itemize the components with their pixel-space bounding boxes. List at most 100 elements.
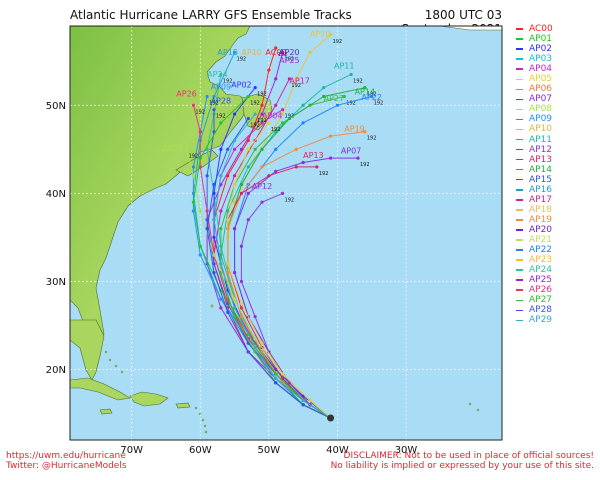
legend-item: AP28 [516,305,553,315]
forecast-hour-label: 192 [353,78,363,84]
member-label-ap17: AP17 [289,76,309,85]
azores-island [476,408,480,412]
track-point [308,50,312,55]
legend-item: AP03 [516,54,553,64]
legend-swatch [516,148,523,151]
track-point [322,94,326,99]
lon-tick-label: 60W [189,445,212,456]
track-point [198,253,202,257]
legend-swatch [516,259,523,261]
legend-item: AP15 [516,175,553,185]
track-point [253,86,257,90]
track-point [226,262,230,266]
forecast-hour-label: 192 [291,83,301,89]
track-point [315,165,319,169]
lon-tick-label: 30W [395,445,418,456]
legend-item: AP06 [516,84,553,94]
track-point [274,372,278,376]
track-point [212,182,216,187]
track-ap15 [206,118,331,419]
source-url[interactable]: https://uwm.edu/hurricane [6,451,126,461]
track-point [287,77,292,81]
member-label-ap10: AP10 [241,48,261,57]
track-point [219,147,223,151]
track-point [226,147,230,151]
member-label-ap13: AP13 [303,151,323,160]
track-point [246,218,250,222]
member-label-ap28: AP28 [211,97,231,106]
legend-label: AP20 [529,224,553,235]
legend-label: AP24 [529,265,553,276]
track-point [219,72,223,77]
lon-tick-label: 40W [326,445,349,456]
ensemble-legend: AC00 AP01 AP02 AP03 AP04 AP05 AP06 AP07 AP08 AP09… [516,24,553,325]
track-point [260,147,264,151]
legend-swatch [516,279,523,281]
track-point [226,174,230,178]
member-label-ap09: AP09 [211,82,231,91]
member-label-ap25: AP25 [279,56,299,65]
track-point [308,398,312,402]
track-point [301,160,305,165]
member-label-ap20: AP20 [310,30,330,39]
member-label-ap27: AP27 [324,94,344,103]
track-point [363,86,367,90]
legend-swatch [516,108,523,111]
plot-frame [69,25,503,441]
legend-label: AP23 [529,255,553,266]
track-point [219,209,223,213]
lon-tick-label: 70W [120,445,143,456]
track-point [301,403,305,407]
track-point [198,130,202,134]
track-point [260,165,264,169]
legend-label: AP22 [529,245,553,256]
forecast-hour-label: 192 [250,100,260,106]
member-label-ap22: AP22 [361,93,381,102]
legend-swatch [516,189,523,191]
track-point [191,165,196,169]
legend-label: AP04 [529,64,553,75]
track-point [294,165,298,169]
track-point [205,174,209,178]
track-point [280,112,285,116]
track-point [335,103,340,107]
track-point [232,112,237,116]
legend-item: AP20 [516,225,553,235]
legend-item: AC00 [516,24,553,34]
member-label-ap19: AP19 [344,125,364,134]
lat-tick-label: 40N [46,189,66,200]
track-point [232,182,237,187]
forecast-hour-label: 192 [333,39,343,45]
legend-swatch [516,158,523,161]
track-point [370,94,374,99]
track-ap05 [227,122,331,419]
track-point [301,398,305,402]
legend-swatch [516,229,523,231]
forecast-hour-label: 192 [257,92,267,98]
lon-tick-label: 50W [258,445,281,456]
legend-item: AP12 [516,145,553,155]
greenland-land [439,26,502,31]
track-point [294,77,298,81]
forecast-hour-label: 192 [195,109,205,115]
lat-tick-label: 30N [46,277,66,288]
cuba-land [70,377,131,401]
forecast-hour-label: 192 [346,100,356,106]
legend-swatch [516,239,523,241]
legend-swatch [516,249,523,251]
track-point [232,174,237,178]
track-point [287,116,292,121]
track-point [260,103,264,107]
member-label-ap07: AP07 [341,147,361,156]
legend-swatch [516,168,523,171]
track-point [232,147,237,151]
member-label-ap02: AP02 [231,81,251,90]
forecast-hour-label: 192 [250,122,260,128]
lat-tick-label: 20N [46,365,66,376]
track-point [246,138,250,143]
twitter-handle[interactable]: Twitter: @HurricaneModels [6,461,127,471]
track-point [267,121,271,125]
forecast-hour-label: 192 [374,100,384,106]
legend-item: AP29 [516,315,553,325]
track-point [239,301,244,306]
